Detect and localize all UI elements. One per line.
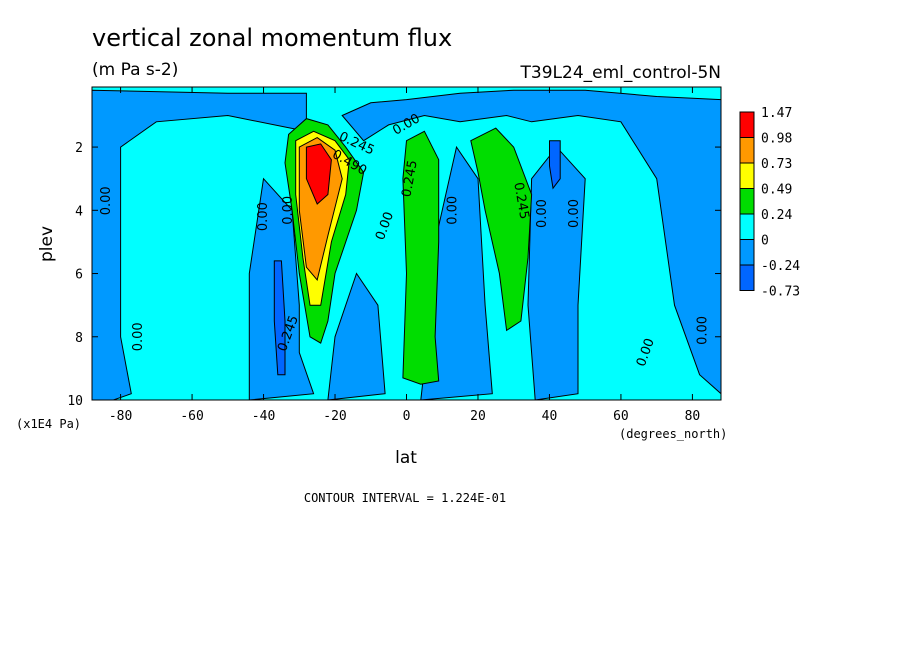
color-legend: 1.47 0.98 0.73 0.49 0.24 0 -0.24 -0.73 [739,106,800,300]
y-tick-label: 2 [75,141,83,156]
contour-label-1: 0.00 [131,322,146,351]
contour-label-13: 0.00 [567,199,582,228]
filled-contours [92,89,721,400]
legend-level-label: 0.98 [761,132,792,147]
contour-region-red-core-sh [305,143,332,205]
contour-region-negative-column-15 [327,272,386,400]
y-tick-label: 8 [75,331,83,346]
x-axis-label: lat [395,448,417,468]
contour-label-10: 0.00 [446,196,461,225]
chart-units: (m Pa s-2) [92,60,178,80]
contour-label-12: 0.00 [535,199,550,228]
x-axis-ticks: -80 -60 -40 -20 0 20 40 60 80 [109,87,700,424]
x-tick-label: 60 [613,409,629,424]
legend-level-label: -0.73 [761,285,800,300]
legend-swatch [739,239,755,266]
contour-label-2: 0.00 [256,202,271,231]
legend-swatch [739,213,755,240]
y-axis-units: (x1E4 Pa) [16,417,81,431]
legend-level-label: -0.24 [761,259,800,274]
contour-region-negative-column-45n [527,146,586,400]
contour-interval-note: CONTOUR INTERVAL = 1.224E-01 [304,491,506,505]
contour-label-3: 0.00 [281,196,296,225]
contour-label-9: 0.245 [399,159,420,198]
y-tick-label: 4 [75,204,83,219]
x-tick-label: 80 [685,409,701,424]
x-tick-label: -80 [109,409,132,424]
legend-level-label: 0 [761,234,769,249]
legend-level-label: 1.47 [761,106,792,121]
chart-title: vertical zonal momentum flux [92,24,452,52]
contour-region-negative-band-west [92,89,307,400]
contour-region-positive-column-25n [470,127,533,332]
legend-swatch [739,162,755,189]
contour-region-strong-negative-40n [549,140,561,190]
legend-level-label: 0.49 [761,183,792,198]
contour-region-strong-negative-40s [273,260,286,376]
y-axis-label: plev [37,226,57,262]
y-tick-label: 6 [75,268,83,283]
legend-swatch [739,137,755,164]
x-tick-label: -40 [252,409,275,424]
legend-swatch [739,188,755,215]
legend-swatch [739,111,755,138]
dataset-label: T39L24_eml_control-5N [520,63,721,83]
contour-label-11: 0.245 [510,181,531,220]
legend-level-label: 0.24 [761,208,792,223]
contour-label-0: 0.00 [99,186,114,215]
y-axis-ticks: 2 4 6 8 10 [67,141,721,409]
x-tick-label: 0 [403,409,411,424]
x-tick-label: 20 [470,409,486,424]
legend-level-label: 0.73 [761,157,792,172]
y-tick-label: 10 [67,394,83,409]
x-tick-label: -20 [323,409,346,424]
x-tick-label: 40 [542,409,558,424]
legend-swatch [739,264,755,291]
x-axis-units: (degrees_north) [619,427,727,441]
contour-label-15: 0.00 [696,316,711,345]
x-tick-label: -60 [180,409,203,424]
contour-region-positive-column-equator [402,130,440,385]
